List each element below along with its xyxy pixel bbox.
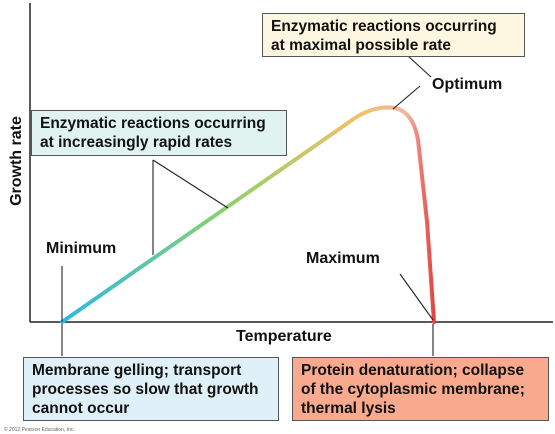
increasing-rate-pointer (152, 159, 229, 255)
increasing-rate-line-1: Enzymatic reactions occurring (40, 115, 266, 132)
x-axis-label: Temperature (236, 328, 332, 345)
maximum-effect-line-3: thermal lysis (301, 400, 396, 417)
maximum-effect-callout: Protein denaturation; collapse of the cy… (292, 357, 549, 421)
minimum-effect-line-3: cannot occur (32, 400, 130, 417)
optimum-label: Optimum (432, 76, 503, 93)
minimum-label: Minimum (46, 240, 117, 257)
maximum-label: Maximum (306, 250, 380, 267)
optimal-rate-line-1: Enzymatic reactions occurring (271, 18, 497, 35)
minimum-effect-line-1: Membrane gelling; transport (32, 362, 242, 379)
maximum-effect-line-1: Protein denaturation; collapse (301, 362, 525, 379)
increasing-rate-line-2: at increasingly rapid rates (40, 134, 233, 151)
minimum-effect-callout: Membrane gelling; transport processes so… (23, 357, 279, 421)
growth-curve (60, 105, 436, 324)
optimal-rate-callout: Enzymatic reactions occurring at maximal… (262, 13, 525, 57)
increasing-rate-callout: Enzymatic reactions occurring at increas… (31, 110, 287, 156)
maximum-pointer (399, 273, 434, 321)
minimum-effect-line-2: processes so slow that growth (32, 381, 259, 398)
optimum-pointer (392, 55, 432, 110)
optimal-rate-line-2: at maximal possible rate (271, 37, 452, 54)
copyright-notice: © 2012 Pearson Education, Inc. (4, 427, 75, 433)
y-axis-label: Growth rate (8, 116, 25, 206)
maximum-effect-line-2: of the cytoplasmic membrane; (301, 381, 525, 398)
